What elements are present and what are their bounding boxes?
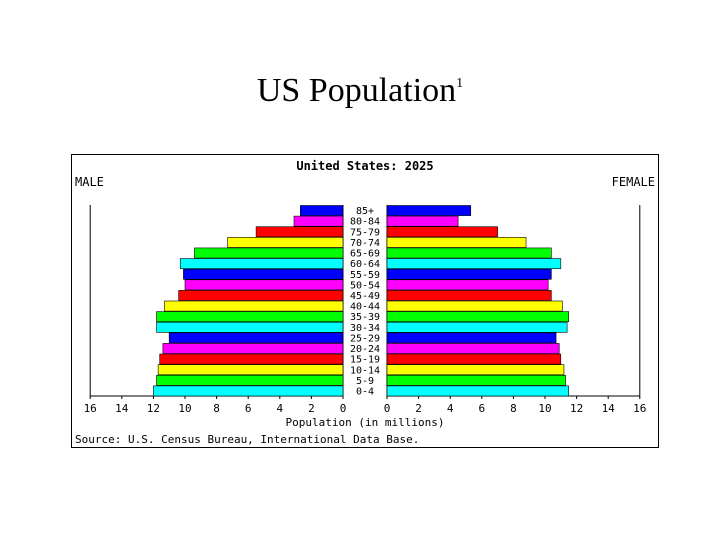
female-bar-45-49	[386, 290, 552, 301]
female-x-tick-label: 6	[478, 402, 485, 415]
female-bar-50-54	[386, 279, 549, 291]
male-bar-80-84	[293, 215, 344, 227]
male-bar-30-34	[156, 321, 344, 333]
female-bar-30-34	[386, 321, 568, 333]
female-x-tick-label: 0	[384, 402, 391, 415]
male-bar-65-69	[194, 247, 344, 259]
female-bar-15-19	[386, 353, 562, 365]
male-bar-55-59	[183, 268, 344, 280]
male-bar-40-44	[164, 300, 344, 312]
female-bar-70-74	[386, 237, 527, 248]
female-x-tick-label: 8	[510, 402, 517, 415]
female-bar-75-79	[386, 226, 498, 238]
female-label: FEMALE	[612, 175, 655, 189]
female-x-tick-label: 16	[633, 402, 646, 415]
source-note: Source: U.S. Census Bureau, Internationa…	[75, 433, 419, 446]
male-x-tick-label: 6	[245, 402, 252, 415]
male-bar-70-74	[227, 237, 344, 248]
female-bar-0-4	[386, 385, 569, 397]
male-x-tick-label: 4	[276, 402, 283, 415]
slide-title: US Population1	[0, 72, 720, 110]
male-bar-0-4	[153, 385, 344, 397]
male-bar-50-54	[184, 279, 344, 291]
female-x-tick-label: 10	[538, 402, 551, 415]
male-bar-25-29	[168, 332, 344, 344]
pyramid-svg: United States: 2025 MALE FEMALE 0-45-910…	[75, 159, 655, 446]
male-bar-45-49	[178, 290, 344, 301]
age-group-label: 10-14	[350, 365, 380, 376]
female-x-tick-label: 12	[570, 402, 583, 415]
female-bar-60-64	[386, 258, 562, 269]
male-bar-60-64	[179, 258, 344, 269]
male-x-tick-label: 10	[178, 402, 191, 415]
male-bar-35-39	[156, 311, 344, 323]
age-group-label: 55-59	[350, 270, 380, 281]
age-group-label: 35-39	[350, 312, 380, 323]
female-x-tick-label: 2	[415, 402, 422, 415]
age-group-label: 50-54	[350, 280, 380, 291]
male-x-tick-label: 0	[340, 402, 347, 415]
male-bar-5-9	[156, 374, 344, 386]
female-x-tick-label: 4	[447, 402, 454, 415]
male-bar-20-24	[162, 343, 344, 354]
x-axis-label: Population (in millions)	[286, 416, 445, 429]
age-group-label: 70-74	[350, 238, 380, 249]
age-group-label: 15-19	[350, 355, 380, 366]
female-x-tick-label: 14	[602, 402, 616, 415]
age-group-label: 80-84	[350, 217, 380, 228]
male-bar-10-14	[157, 364, 344, 376]
age-group-label: 30-34	[350, 323, 380, 334]
male-bar-75-79	[255, 226, 344, 238]
female-bar-80-84	[386, 215, 459, 227]
female-bar-5-9	[386, 374, 566, 386]
age-group-label: 5-9	[356, 376, 374, 387]
female-bar-25-29	[386, 332, 557, 344]
chart-title: United States: 2025	[296, 159, 433, 173]
male-x-tick-label: 12	[147, 402, 160, 415]
slide-title-text: US Population	[256, 72, 457, 109]
age-group-label: 45-49	[350, 291, 380, 302]
male-x-tick-label: 14	[115, 402, 129, 415]
age-group-label: 75-79	[350, 227, 380, 238]
population-pyramid-chart: United States: 2025 MALE FEMALE 0-4 5-9 10…	[71, 154, 659, 448]
age-group-label: 60-64	[350, 259, 380, 270]
age-group-label: 20-24	[350, 344, 380, 355]
age-group-label: 65-69	[350, 249, 380, 260]
female-bar-40-44	[386, 300, 563, 312]
female-bar-85+	[386, 205, 472, 216]
male-label: MALE	[75, 175, 104, 189]
male-x-tick-label: 16	[84, 402, 97, 415]
age-group-label: 25-29	[350, 333, 380, 344]
female-bar-10-14	[386, 364, 565, 376]
female-bar-65-69	[386, 247, 552, 259]
female-bar-35-39	[386, 311, 569, 323]
female-bar-55-59	[386, 268, 552, 280]
age-group-label: 0-4	[356, 387, 374, 398]
age-group-label: 40-44	[350, 302, 380, 313]
male-x-tick-label: 8	[213, 402, 220, 415]
age-group-label: 85+	[356, 206, 374, 217]
male-x-tick-label: 2	[308, 402, 315, 415]
title-footnote-marker: 1	[456, 76, 464, 91]
male-bar-15-19	[159, 353, 344, 365]
female-bar-20-24	[386, 343, 560, 354]
male-bar-85+	[300, 205, 344, 216]
